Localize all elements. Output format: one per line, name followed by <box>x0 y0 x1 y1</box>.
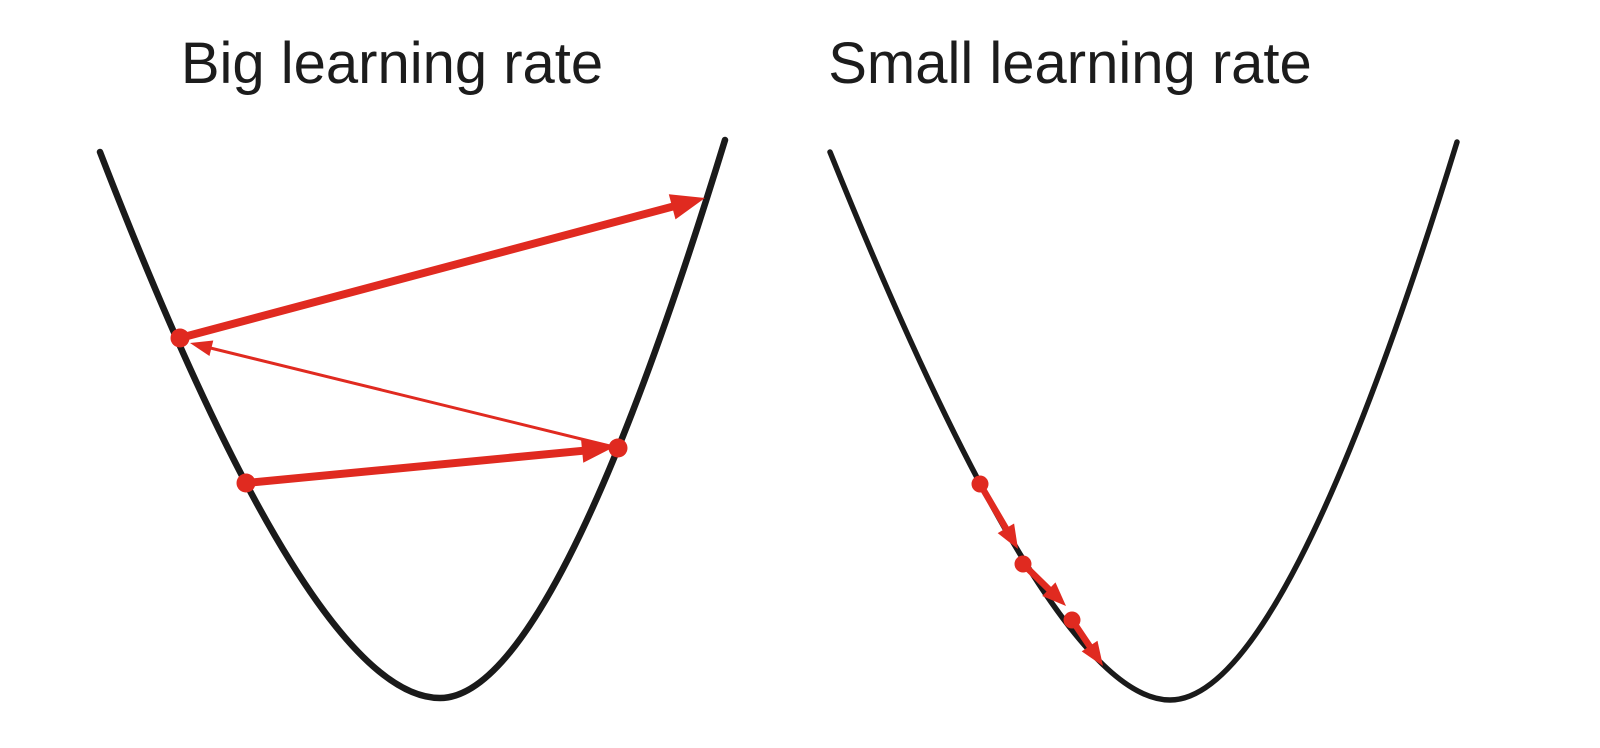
loss-curve-small-learning-rate <box>827 139 1460 703</box>
gradient-step-dot <box>170 328 190 348</box>
panel-title-big-learning-rate: Big learning rate <box>180 31 604 96</box>
loss-curve-big-learning-rate <box>96 136 729 702</box>
gradient-step-dot <box>608 438 628 458</box>
gradient-step-arrow-shaft <box>242 445 600 487</box>
panel-title-small-learning-rate: Small learning rate <box>828 31 1312 96</box>
gradient-step-arrowhead <box>668 194 705 220</box>
gradient-step-arrow-shaft <box>176 198 691 342</box>
gradient-step-arrowhead <box>1042 582 1066 606</box>
gradient-step-dot <box>1063 611 1081 629</box>
gradient-step-dot <box>1014 555 1032 573</box>
gradient-step-arrowhead <box>997 523 1018 549</box>
gradient-step-arrow-shaft <box>200 344 620 450</box>
gradient-step-dot <box>971 475 989 493</box>
gradient-step-arrowhead <box>190 340 214 357</box>
gradient-step-arrowhead <box>580 438 612 463</box>
gradient-step-dot <box>236 473 256 493</box>
gradient-step-arrowhead <box>1081 640 1103 666</box>
